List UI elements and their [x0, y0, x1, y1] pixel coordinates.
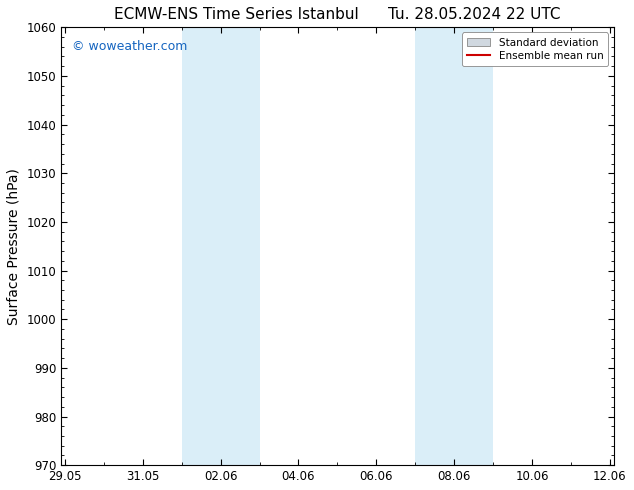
- Y-axis label: Surface Pressure (hPa): Surface Pressure (hPa): [7, 168, 21, 325]
- Legend: Standard deviation, Ensemble mean run: Standard deviation, Ensemble mean run: [462, 32, 609, 66]
- Bar: [182, 27, 259, 465]
- Text: © woweather.com: © woweather.com: [72, 40, 188, 53]
- Bar: [415, 27, 493, 465]
- Title: ECMW-ENS Time Series Istanbul      Tu. 28.05.2024 22 UTC: ECMW-ENS Time Series Istanbul Tu. 28.05.…: [114, 7, 560, 22]
